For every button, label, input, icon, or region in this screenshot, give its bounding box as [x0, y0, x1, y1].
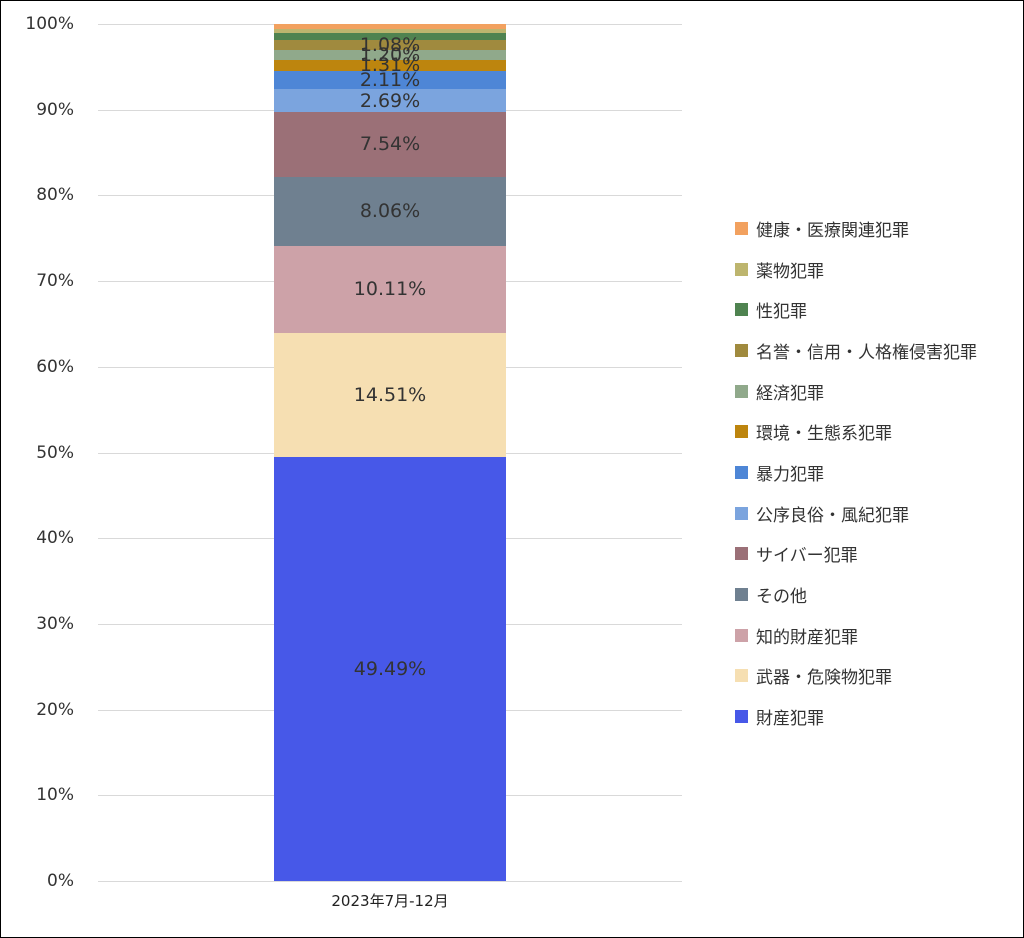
- legend-label: 暴力犯罪: [756, 464, 824, 485]
- bar-segment: [274, 176, 506, 246]
- legend-label: 知的財産犯罪: [756, 627, 858, 648]
- bar-segment: [274, 71, 506, 90]
- legend-item: サイバー犯罪: [735, 534, 977, 575]
- legend-swatch-icon: [735, 506, 748, 520]
- bar-segment: [274, 28, 506, 34]
- segment-value-label: 1.20%: [359, 43, 421, 66]
- bar-segment: [274, 33, 506, 41]
- legend-swatch-icon: [735, 710, 748, 724]
- y-tick-label: 80%: [36, 185, 74, 206]
- gridline: [98, 881, 682, 882]
- y-tick-label: 90%: [36, 99, 74, 120]
- legend-item: 名誉・信用・人格権侵害犯罪: [735, 330, 977, 371]
- legend-item: 財産犯罪: [735, 696, 977, 737]
- legend-swatch-icon: [735, 425, 748, 439]
- y-tick-label: 10%: [36, 785, 74, 806]
- y-tick-label: 100%: [25, 14, 74, 34]
- legend-swatch-icon: [735, 343, 748, 357]
- segment-value-label: 1.08%: [359, 33, 421, 56]
- legend-label: 武器・危険物犯罪: [756, 668, 892, 689]
- legend-item: その他: [735, 574, 977, 615]
- legend-item: 健康・医療関連犯罪: [735, 208, 977, 249]
- stacked-bar: [274, 24, 506, 881]
- y-tick-label: 30%: [36, 613, 74, 634]
- bar-segment: [274, 89, 506, 113]
- legend: 健康・医療関連犯罪 薬物犯罪性犯罪名誉・信用・人格権侵害犯罪 経済犯罪環境・生態系犯…: [735, 208, 977, 737]
- legend-label: 薬物犯罪: [756, 261, 824, 282]
- y-tick-label: 70%: [36, 271, 74, 292]
- legend-swatch-icon: [735, 669, 748, 683]
- legend-swatch-icon: [735, 262, 748, 276]
- legend-label: 公序良俗・風紀犯罪: [756, 505, 909, 526]
- legend-swatch-icon: [735, 384, 748, 398]
- legend-label: 健康・医療関連犯罪: [756, 220, 909, 241]
- legend-label: サイバー犯罪: [756, 546, 858, 567]
- segment-value-label: 7.54%: [359, 133, 421, 156]
- legend-label: その他: [756, 587, 807, 608]
- legend-swatch-icon: [735, 588, 748, 602]
- segment-value-label: 10.11%: [353, 278, 427, 301]
- segment-value-label: 49.49%: [353, 657, 427, 680]
- legend-label: 財産犯罪: [756, 709, 824, 730]
- legend-item: 知的財産犯罪: [735, 615, 977, 656]
- legend-item: 性犯罪: [735, 289, 977, 330]
- segment-value-label: 1.31%: [359, 54, 421, 77]
- legend-item: 暴力犯罪: [735, 452, 977, 493]
- legend-swatch-icon: [735, 221, 748, 235]
- segment-value-label: 2.69%: [359, 89, 421, 112]
- legend-label: 名誉・信用・人格権侵害犯罪: [756, 342, 977, 363]
- legend-label: 経済犯罪: [756, 383, 824, 404]
- legend-item: 公序良俗・風紀犯罪: [735, 493, 977, 534]
- legend-item: 武器・危険物犯罪: [735, 656, 977, 697]
- legend-swatch-icon: [735, 628, 748, 642]
- bar-segment: [274, 245, 506, 333]
- bar-segment: [274, 456, 506, 881]
- y-tick-label: 50%: [36, 442, 74, 463]
- y-tick-label: 20%: [36, 699, 74, 720]
- bar-segment: [274, 112, 506, 177]
- y-tick-label: 40%: [36, 528, 74, 549]
- legend-swatch-icon: [735, 547, 748, 561]
- bar-segment: [274, 40, 506, 50]
- bar-segment: [274, 332, 506, 457]
- segment-value-label: 8.06%: [359, 200, 421, 223]
- bar-segment: [274, 49, 506, 60]
- legend-swatch-icon: [735, 465, 748, 479]
- y-tick-label: 60%: [36, 356, 74, 377]
- legend-label: 環境・生態系犯罪: [756, 424, 892, 445]
- segment-value-label: 2.11%: [359, 69, 421, 92]
- bar-segment: [274, 59, 506, 72]
- legend-item: 経済犯罪: [735, 371, 977, 412]
- legend-item: 環境・生態系犯罪: [735, 411, 977, 452]
- x-axis-category-label: 2023年7月-12月: [331, 892, 449, 910]
- segment-value-label: 14.51%: [353, 383, 427, 406]
- legend-swatch-icon: [735, 303, 748, 317]
- bar-segment: [274, 24, 506, 29]
- y-tick-label: 0%: [47, 871, 74, 891]
- legend-item: 薬物犯罪: [735, 249, 977, 290]
- legend-label: 性犯罪: [756, 302, 807, 323]
